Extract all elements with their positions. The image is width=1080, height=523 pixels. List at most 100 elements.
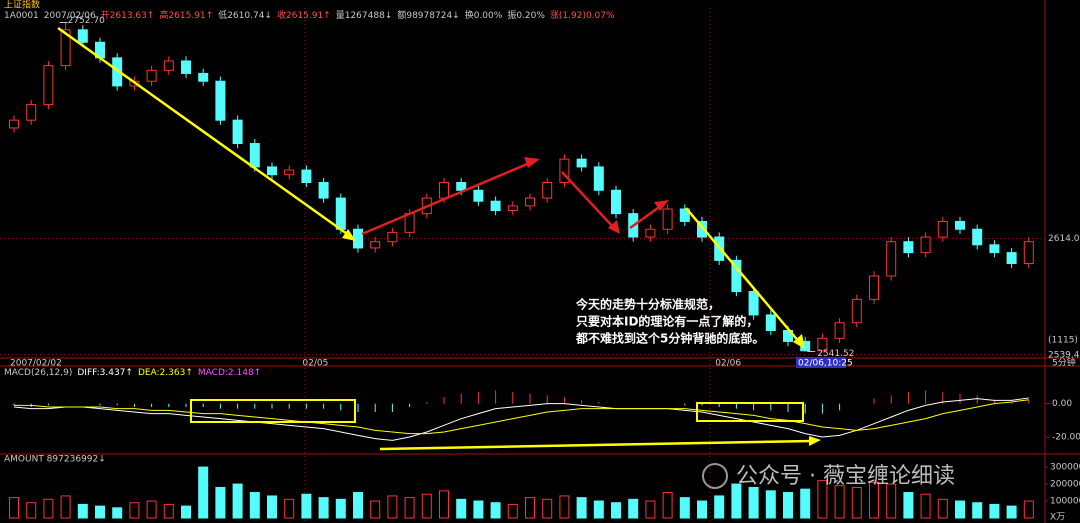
y-tick-label: 2539.44 [1048, 350, 1080, 360]
arrow-head [524, 157, 540, 168]
volume-bar [525, 497, 535, 519]
candle-body [198, 72, 209, 82]
candle-body [60, 29, 71, 67]
candle-body [662, 208, 673, 230]
candle-body [370, 241, 381, 249]
candle-body [611, 189, 621, 215]
volume-title: AMOUNT 897236992↓ [4, 455, 106, 465]
header-field: 换0.00% [465, 9, 503, 21]
high-label: 2752.70 [68, 16, 105, 26]
candle-body [937, 220, 948, 238]
candle-body [232, 119, 243, 145]
candle-body [318, 182, 329, 199]
candle-body [645, 228, 656, 238]
volume-bar [955, 500, 965, 519]
volume-bar [249, 492, 260, 519]
y-tick-label: 200000 [1050, 480, 1080, 490]
volume-bar [903, 492, 914, 519]
volume-bar [714, 495, 725, 519]
volume-bar [1023, 500, 1034, 519]
candle-body [249, 143, 260, 168]
header-field: 开2613.63↑ [101, 10, 155, 21]
candle-body [869, 275, 879, 300]
candle-body [697, 220, 707, 238]
arrow-head [342, 229, 356, 241]
x-tick-label: 2007/02/02 [10, 359, 62, 369]
volume-bar [9, 497, 19, 519]
candle-body [353, 228, 363, 249]
candle-body [301, 169, 312, 184]
candle-body [593, 166, 604, 191]
header-field: 量1267488↓ [336, 10, 393, 21]
volume-bar [989, 503, 1000, 519]
low-label: 2541.52 [817, 349, 854, 359]
volume-bar [765, 490, 776, 519]
candle-body [834, 322, 845, 339]
candle-body [284, 169, 295, 176]
volume-bar [335, 498, 346, 519]
y-tick-label: 300000 [1050, 463, 1080, 473]
candle-body [26, 104, 37, 121]
volume-bar [318, 497, 329, 519]
volume-bar [215, 486, 226, 519]
candle-body [335, 197, 346, 230]
candle-body [163, 60, 174, 71]
arrow-head [793, 334, 805, 349]
volume-bar [60, 495, 71, 519]
macd-field: DEA:2.363↑ [138, 368, 193, 378]
volume-bar [1006, 505, 1017, 519]
candle-body [146, 69, 157, 82]
header-field: 高2615.91↑ [159, 9, 213, 21]
volume-bar [198, 466, 209, 519]
macd-line [14, 399, 1029, 435]
watermark: 公众号 · 薇宝缠论细读 [736, 464, 955, 489]
candle-body [215, 80, 226, 121]
volume-unit: X万 [1050, 513, 1065, 523]
volume-bar [146, 500, 157, 519]
volume-bar [267, 495, 277, 519]
volume-bar [817, 480, 828, 519]
macd-field: MACD(26,12,9) [4, 368, 72, 378]
volume-bar [679, 497, 690, 519]
arrow-head [654, 200, 669, 211]
volume-bar [232, 483, 243, 519]
header-field: 2007/02/06 [44, 11, 96, 21]
candle-body [387, 231, 398, 243]
candle-body [525, 197, 535, 207]
arrow-head [809, 436, 821, 446]
right-note: (1115) [1048, 336, 1078, 346]
volume-bar [593, 500, 604, 519]
volume-bar [748, 486, 759, 519]
volume-bar [439, 490, 449, 519]
volume-bar [662, 492, 673, 519]
volume-bar [387, 495, 398, 519]
x-tick-label: 02/06 [715, 359, 741, 369]
candle-body [955, 220, 965, 230]
volume-bar [920, 493, 931, 519]
volume-bar [731, 483, 742, 519]
volume-bar [370, 500, 381, 519]
watermark-icon [702, 463, 728, 489]
volume-bar [181, 505, 191, 519]
candle-body [765, 314, 776, 332]
volume-bar [456, 498, 467, 519]
candle-body [559, 158, 570, 184]
header-field: 低2610.74↓ [218, 9, 272, 21]
header-info: 1A0001 2007/02/06 开2613.63↑ 高2615.91↑ 低2610.… [4, 9, 615, 21]
y-tick-label: 100000 [1050, 497, 1080, 507]
volume-bar [77, 503, 88, 519]
volume-bar [404, 497, 415, 519]
highlight-box [190, 399, 356, 423]
volume-bar [851, 486, 862, 519]
volume-bar [783, 492, 793, 519]
header-title: 上证指数 [4, 0, 40, 11]
volume-bar [559, 495, 570, 519]
annotation: 今天的走势十分标准规范， [575, 297, 720, 312]
volume-bar [301, 493, 312, 519]
y-tick-label: 2614.0 [1048, 234, 1080, 244]
arrow-down [685, 207, 801, 344]
volume-bar [628, 498, 639, 519]
macd-field: MACD:2.148↑ [198, 368, 261, 378]
